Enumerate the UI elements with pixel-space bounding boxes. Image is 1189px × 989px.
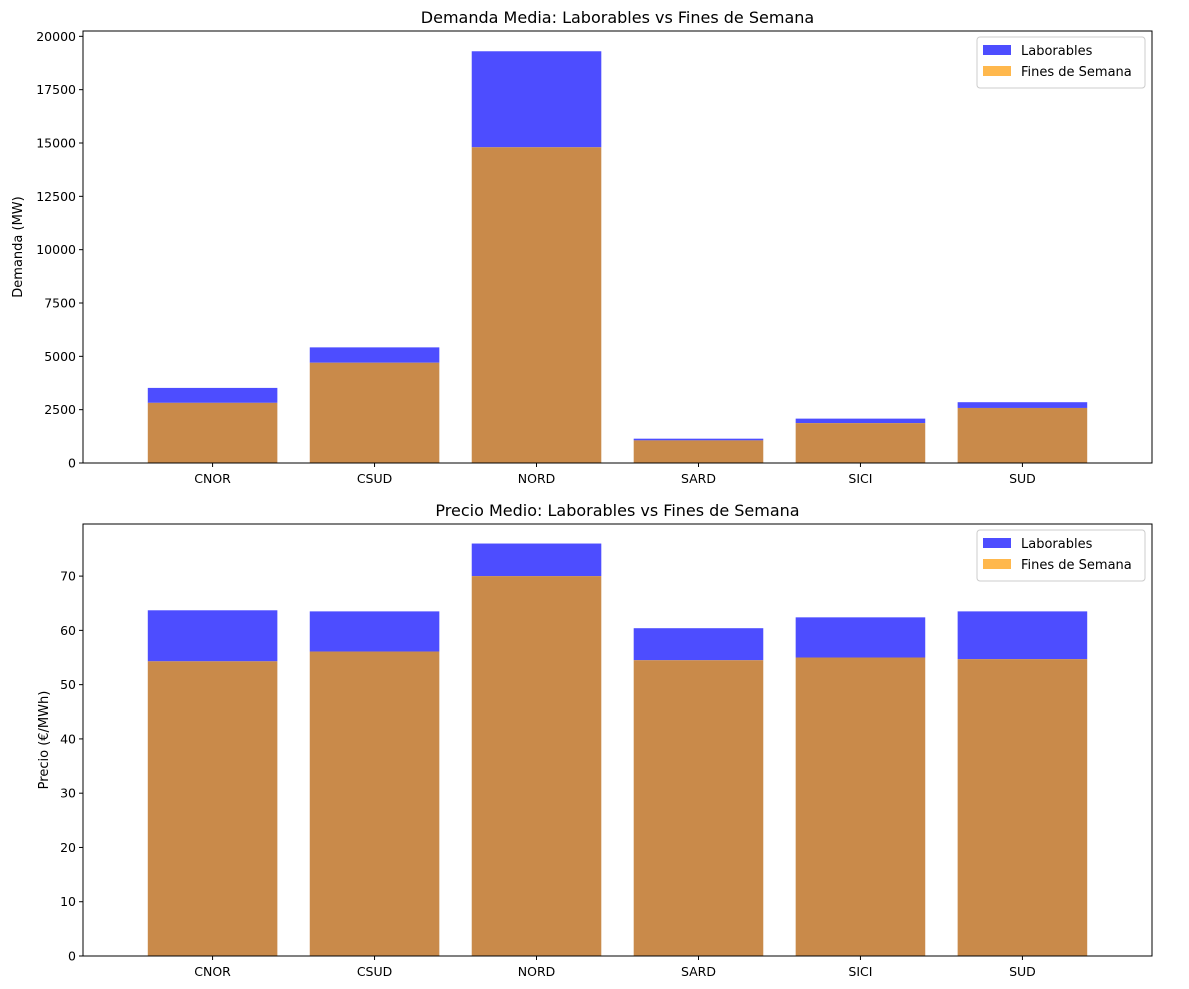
axes-frame	[82, 30, 1153, 464]
y-tick-label: 0	[68, 949, 76, 964]
bar-laborables-nord	[471, 543, 602, 577]
legend-label-laborables: Laborables	[1021, 537, 1093, 552]
y-tick-label: 40	[60, 731, 76, 746]
legend-swatch-laborables	[983, 45, 1011, 55]
bar-overlap-cnor	[147, 661, 278, 956]
x-tick-label-sici: SICI	[848, 964, 872, 979]
x-tick-label-sud: SUD	[1009, 471, 1036, 486]
y-axis-label: Demanda (MW)	[11, 196, 26, 297]
bar-laborables-csud	[309, 611, 440, 652]
x-tick-label-csud: CSUD	[357, 964, 392, 979]
x-tick-label-cnor: CNOR	[194, 964, 231, 979]
x-tick-label-nord: NORD	[518, 471, 556, 486]
legend-swatch-fines-de-semana	[983, 559, 1011, 569]
bar-overlap-sard	[633, 660, 764, 956]
bar-laborables-sud	[957, 611, 1088, 660]
bar-overlap-sici	[795, 657, 926, 956]
y-tick-label: 30	[60, 786, 76, 801]
y-tick-label: 10	[60, 894, 76, 909]
y-tick-label: 50	[60, 677, 76, 692]
x-tick-label-nord: NORD	[518, 964, 556, 979]
bar-laborables-sard	[633, 438, 764, 441]
chart-title: Precio Medio: Laborables vs Fines de Sem…	[435, 501, 799, 520]
y-tick-label: 7500	[44, 296, 76, 311]
legend-swatch-fines-de-semana	[983, 66, 1011, 76]
x-tick-label-sici: SICI	[848, 471, 872, 486]
bar-laborables-nord	[471, 51, 602, 148]
legend-swatch-laborables	[983, 538, 1011, 548]
bar-laborables-sud	[957, 402, 1088, 408]
legend-box	[976, 529, 1146, 582]
legend: Laborables Fines de Semana	[976, 529, 1146, 582]
bar-overlap-csud	[309, 651, 440, 956]
bar-laborables-cnor	[147, 387, 278, 403]
y-tick-label: 12500	[36, 189, 76, 204]
bar-overlap-nord	[471, 147, 602, 463]
y-tick-label: 20000	[36, 29, 76, 44]
bar-overlap-csud	[309, 362, 440, 463]
legend-label-fines-de-semana: Fines de Semana	[1021, 558, 1132, 573]
y-tick-label: 60	[60, 623, 76, 638]
y-tick-label: 10000	[36, 242, 76, 257]
y-axis-label: Precio (€/MWh)	[37, 691, 52, 790]
y-tick-label: 15000	[36, 136, 76, 151]
bar-laborables-sard	[633, 628, 764, 661]
bar-laborables-cnor	[147, 610, 278, 662]
x-tick-label-sud: SUD	[1009, 964, 1036, 979]
legend: Laborables Fines de Semana	[976, 36, 1146, 89]
bar-overlap-sard	[633, 440, 764, 463]
bar-laborables-sici	[795, 418, 926, 424]
y-tick-label: 0	[68, 456, 76, 471]
bar-overlap-sud	[957, 659, 1088, 956]
y-tick-label: 2500	[44, 402, 76, 417]
y-tick-label: 70	[60, 569, 76, 584]
chart-panel-1: Demanda Media: Laborables vs Fines de Se…	[11, 8, 1153, 486]
chart-panel-2: Precio Medio: Laborables vs Fines de Sem…	[37, 501, 1153, 979]
bar-laborables-csud	[309, 347, 440, 363]
legend-label-laborables: Laborables	[1021, 44, 1093, 59]
x-tick-label-cnor: CNOR	[194, 471, 231, 486]
legend-box	[976, 36, 1146, 89]
y-tick-label: 17500	[36, 82, 76, 97]
y-tick-label: 20	[60, 840, 76, 855]
bar-laborables-sici	[795, 617, 926, 658]
bar-overlap-sud	[957, 407, 1088, 463]
bar-overlap-nord	[471, 576, 602, 956]
x-tick-label-sard: SARD	[681, 471, 716, 486]
y-tick-label: 5000	[44, 349, 76, 364]
chart-title: Demanda Media: Laborables vs Fines de Se…	[421, 8, 814, 27]
bar-overlap-sici	[795, 423, 926, 463]
axes-frame	[82, 523, 1153, 957]
x-tick-label-sard: SARD	[681, 964, 716, 979]
x-tick-label-csud: CSUD	[357, 471, 392, 486]
bar-overlap-cnor	[147, 402, 278, 463]
legend-label-fines-de-semana: Fines de Semana	[1021, 65, 1132, 80]
